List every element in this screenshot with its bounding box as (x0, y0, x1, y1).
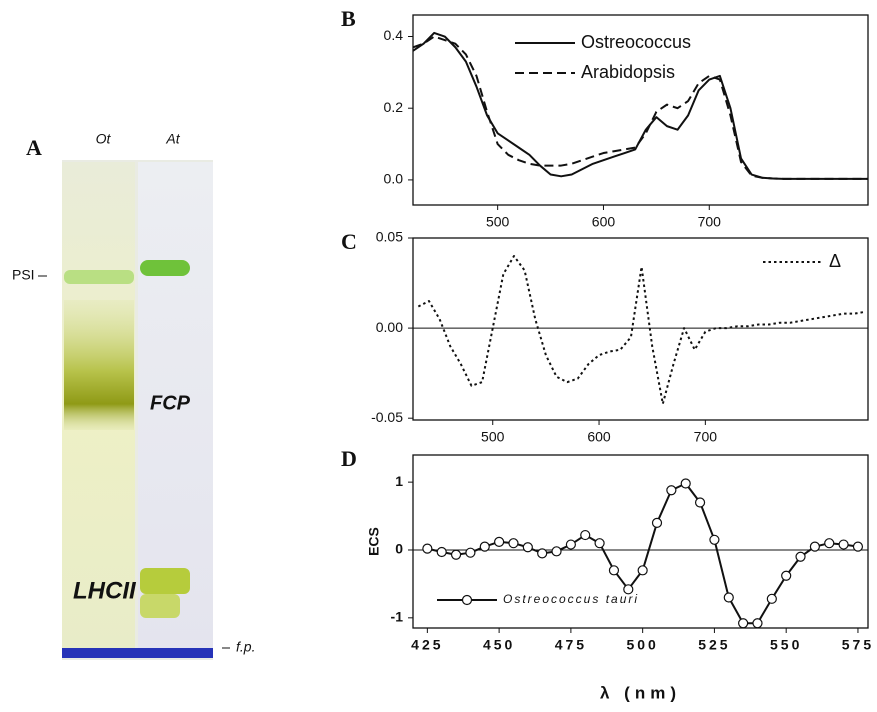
data-point (852, 541, 864, 552)
gel-panel: A Ot At PSI FCP LHCII f.p. (12, 131, 255, 660)
x-tick-label: 600 (592, 214, 616, 230)
x-tick-label: 500 (481, 429, 505, 445)
panel-label: C (341, 229, 357, 254)
series-line (417, 255, 865, 405)
front-label: f.p. (236, 639, 255, 655)
lane-label: Ot (96, 131, 112, 147)
data-point (508, 538, 519, 549)
y-tick-label: 0.4 (384, 27, 404, 43)
gel-band (140, 260, 190, 276)
lane-label: At (165, 131, 180, 147)
x-tick-label: 525 (698, 637, 730, 653)
plot-frame (412, 237, 869, 421)
data-point (637, 565, 648, 576)
data-point (738, 618, 749, 629)
panel-label: B (341, 6, 356, 31)
data-point (709, 534, 720, 545)
y-tick-label: 0.2 (384, 99, 404, 115)
gel-front (62, 648, 213, 658)
data-point (824, 538, 835, 549)
x-tick-label: 500 (626, 637, 658, 653)
data-point (580, 529, 591, 541)
band-label: PSI (12, 267, 35, 283)
x-tick-label: 425 (411, 637, 443, 653)
data-point (623, 584, 634, 595)
legend-marker (461, 594, 473, 606)
plot-frame (412, 14, 869, 206)
band-label: LHCII (73, 577, 137, 604)
series-line (412, 31, 868, 180)
data-point (450, 549, 462, 560)
data-point (838, 539, 849, 550)
data-point (694, 497, 706, 508)
x-tick-label: 450 (483, 637, 515, 653)
y-tick-label: -0.05 (371, 409, 403, 425)
x-tick-label: 575 (842, 637, 874, 653)
panel-label: D (341, 446, 357, 471)
x-tick-label: 700 (694, 429, 718, 445)
data-point (795, 551, 806, 562)
data-point (809, 541, 820, 552)
data-point (494, 536, 505, 547)
data-point (766, 593, 777, 604)
data-point (723, 592, 734, 603)
legend-label: Δ (829, 251, 841, 271)
x-tick-label: 500 (486, 214, 510, 230)
band-label: FCP (150, 392, 191, 414)
y-axis-label: ECS (366, 527, 382, 556)
panel-label: A (26, 135, 42, 160)
legend-label: Arabidopsis (581, 62, 675, 82)
data-point (594, 538, 605, 549)
data-point (651, 517, 663, 528)
y-tick-label: 0.05 (376, 229, 403, 245)
y-tick-label: 0.0 (384, 171, 404, 187)
y-tick-label: -1 (391, 609, 404, 625)
x-tick-label: 475 (555, 637, 587, 653)
data-point (465, 547, 476, 558)
legend-label: Ostreococcus (581, 32, 691, 52)
x-tick-label: 550 (770, 637, 802, 653)
data-point (680, 478, 691, 489)
gel-band (64, 270, 134, 284)
data-point (436, 546, 447, 558)
data-point (422, 543, 433, 554)
y-tick-label: 0.00 (376, 319, 403, 335)
gel-band (64, 300, 134, 430)
series-line (412, 35, 868, 180)
y-tick-label: 0 (395, 541, 403, 557)
data-point (522, 542, 533, 553)
data-point (479, 541, 490, 552)
x-tick-label: 700 (698, 214, 722, 230)
data-point (551, 546, 562, 557)
data-point (565, 539, 576, 550)
data-point (781, 570, 792, 581)
x-tick-label: 600 (587, 429, 611, 445)
plot-frame (412, 454, 869, 629)
gel-band (140, 594, 180, 618)
y-tick-label: 1 (395, 473, 403, 489)
gel-band (140, 568, 190, 594)
series-line (427, 482, 859, 625)
data-point (608, 565, 620, 576)
data-point (752, 618, 763, 629)
x-axis-label: λ (nm) (600, 683, 681, 702)
legend-label: Ostreococcus tauri (503, 592, 639, 606)
data-point (666, 485, 677, 496)
data-point (537, 548, 548, 559)
